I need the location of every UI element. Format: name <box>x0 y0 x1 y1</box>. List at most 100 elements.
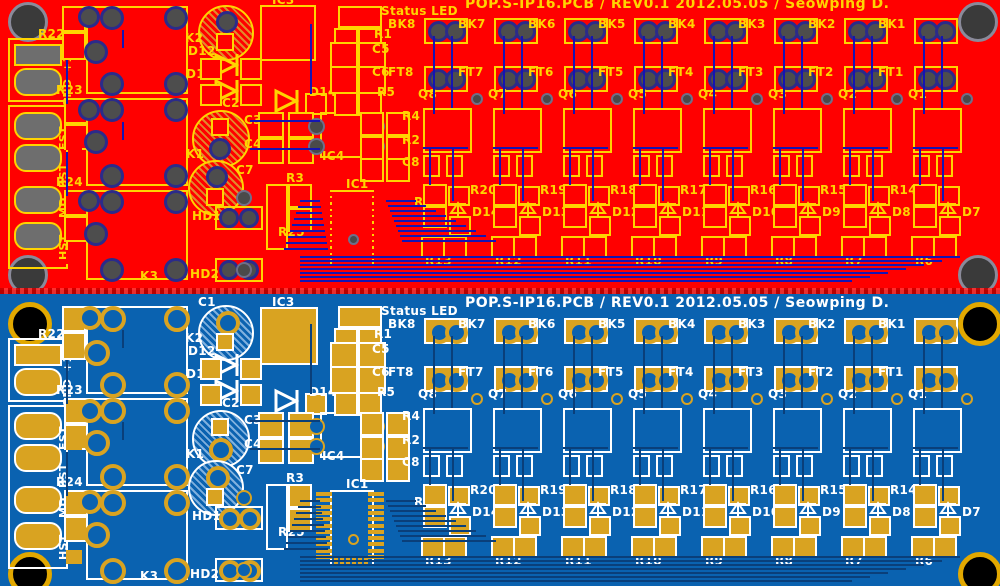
pad-r2-b <box>386 136 410 160</box>
pad-rlower-a <box>841 536 865 558</box>
header-hd2[interactable] <box>215 558 263 582</box>
channel-trace <box>713 36 715 114</box>
channel-trace <box>429 149 431 185</box>
pad-rupper-a <box>493 184 517 206</box>
pad-rlower-b <box>653 236 677 258</box>
led-status-pad[interactable] <box>338 306 382 328</box>
label-status-led: Status LED <box>381 4 458 18</box>
connector-pad-gnd[interactable] <box>14 68 62 96</box>
transistor-pad-Q4[interactable] <box>703 408 752 453</box>
connector-pad-md[interactable] <box>14 186 62 214</box>
channel-trace <box>503 336 505 414</box>
ic1-fanout <box>294 218 323 220</box>
transistor-pad-Q3[interactable] <box>773 108 822 153</box>
transistor-pad-Q2[interactable] <box>843 108 892 153</box>
connector-pad-hst[interactable] <box>14 522 62 550</box>
transistor-pad-Q1[interactable] <box>913 408 962 453</box>
ic1-fanout <box>398 530 476 532</box>
ic1-pin-right <box>368 529 384 534</box>
connector-pad-3way[interactable] <box>14 344 62 366</box>
channel-trace <box>779 449 781 485</box>
transistor-pad-Q7[interactable] <box>493 108 542 153</box>
component-ic3-pad[interactable] <box>260 5 316 61</box>
diode-D14-icon <box>449 501 467 516</box>
k2-pin-1 <box>216 311 240 335</box>
channel-trace <box>493 447 538 449</box>
channel-trace <box>843 147 888 149</box>
pad-rlower-b <box>723 236 747 258</box>
connector-pad-bst[interactable] <box>14 144 62 172</box>
led-status-pad[interactable] <box>338 6 382 28</box>
channel-trace <box>731 36 733 108</box>
channel-trace <box>872 449 874 501</box>
component-ic3-pad[interactable] <box>260 307 318 365</box>
bk-pin-b <box>935 321 958 344</box>
via <box>236 262 252 278</box>
connector-pad-bst[interactable] <box>14 444 62 472</box>
ic1-pin-right <box>368 204 384 209</box>
pad-small-a <box>773 155 790 177</box>
ic1-pin-right <box>368 198 384 203</box>
pcb-board-red[interactable]: POP.S-IP16.PCB / REV0.1 2012.05.05 / Seo… <box>0 0 1000 290</box>
transistor-pad-Q6[interactable] <box>563 408 612 453</box>
ic1-fanout <box>392 515 446 517</box>
channel-trace <box>783 336 785 414</box>
pad-diode-cathode <box>519 516 541 536</box>
ic1-fanout <box>386 200 416 202</box>
header-hd1[interactable] <box>215 206 263 230</box>
pad-d12-b <box>240 358 262 380</box>
channel-trace <box>913 447 958 449</box>
c7-pin-2 <box>206 488 224 506</box>
pad-d12-a <box>200 58 222 80</box>
ic1-pin-left <box>316 217 332 222</box>
transistor-pad-Q6[interactable] <box>563 108 612 153</box>
connector-pad-fst[interactable] <box>14 412 62 440</box>
transistor-pad-Q5[interactable] <box>633 108 682 153</box>
pad-diode-cathode <box>869 216 891 236</box>
pcb-board-blue[interactable]: POP.S-IP16.PCB / REV0.1 2012.05.05 / Seo… <box>0 294 1000 586</box>
relay-pin <box>164 490 190 516</box>
pad-r3-a <box>288 484 312 508</box>
k1-pin-2 <box>209 138 231 160</box>
connector-pad-hst[interactable] <box>14 222 62 250</box>
connector-pad-md[interactable] <box>14 486 62 514</box>
relay-pin <box>164 164 188 188</box>
ic1-pin-right <box>368 504 384 509</box>
ic1-fanout <box>386 500 416 502</box>
relay-pin <box>78 6 100 28</box>
relay-pin <box>78 399 102 423</box>
pad-rlower-a <box>561 236 585 258</box>
pad-rlower-a <box>701 236 725 258</box>
connector-pad-fst[interactable] <box>14 112 62 140</box>
ic1-fanout <box>392 215 446 217</box>
channel-trace <box>423 147 468 149</box>
via <box>308 418 325 435</box>
resistor-r25[interactable] <box>266 184 288 250</box>
resistor-r25[interactable] <box>266 484 288 550</box>
transistor-pad-Q3[interactable] <box>773 408 822 453</box>
transistor-pad-Q4[interactable] <box>703 108 752 153</box>
transistor-pad-Q1[interactable] <box>913 108 962 153</box>
transistor-pad-Q7[interactable] <box>493 408 542 453</box>
header-hd2[interactable] <box>215 258 263 282</box>
transistor-pad-Q8[interactable] <box>423 108 472 153</box>
connector-pad-3way[interactable] <box>14 44 62 66</box>
board-title-red: POP.S-IP16.PCB / REV0.1 2012.05.05 / Seo… <box>465 0 890 12</box>
ic1-fanout <box>298 506 321 508</box>
label-d-D7-ch7: D7 <box>962 505 981 519</box>
pad-rlower-b <box>723 536 747 558</box>
trace <box>250 148 320 150</box>
pad-rlower-b <box>933 536 957 558</box>
connector-pad-gnd[interactable] <box>14 368 62 396</box>
pad-small-b <box>516 155 533 177</box>
transistor-pad-Q2[interactable] <box>843 408 892 453</box>
pad-rupper-a <box>773 184 797 206</box>
mounting-hole-bottom-left <box>8 255 48 290</box>
pad-small-a <box>773 455 790 477</box>
pad-rupper-a <box>913 484 937 506</box>
transistor-pad-Q8[interactable] <box>423 408 472 453</box>
transistor-pad-Q5[interactable] <box>633 408 682 453</box>
via <box>308 138 325 155</box>
pad-rupper-b <box>563 206 587 228</box>
header-hd1[interactable] <box>215 506 263 530</box>
